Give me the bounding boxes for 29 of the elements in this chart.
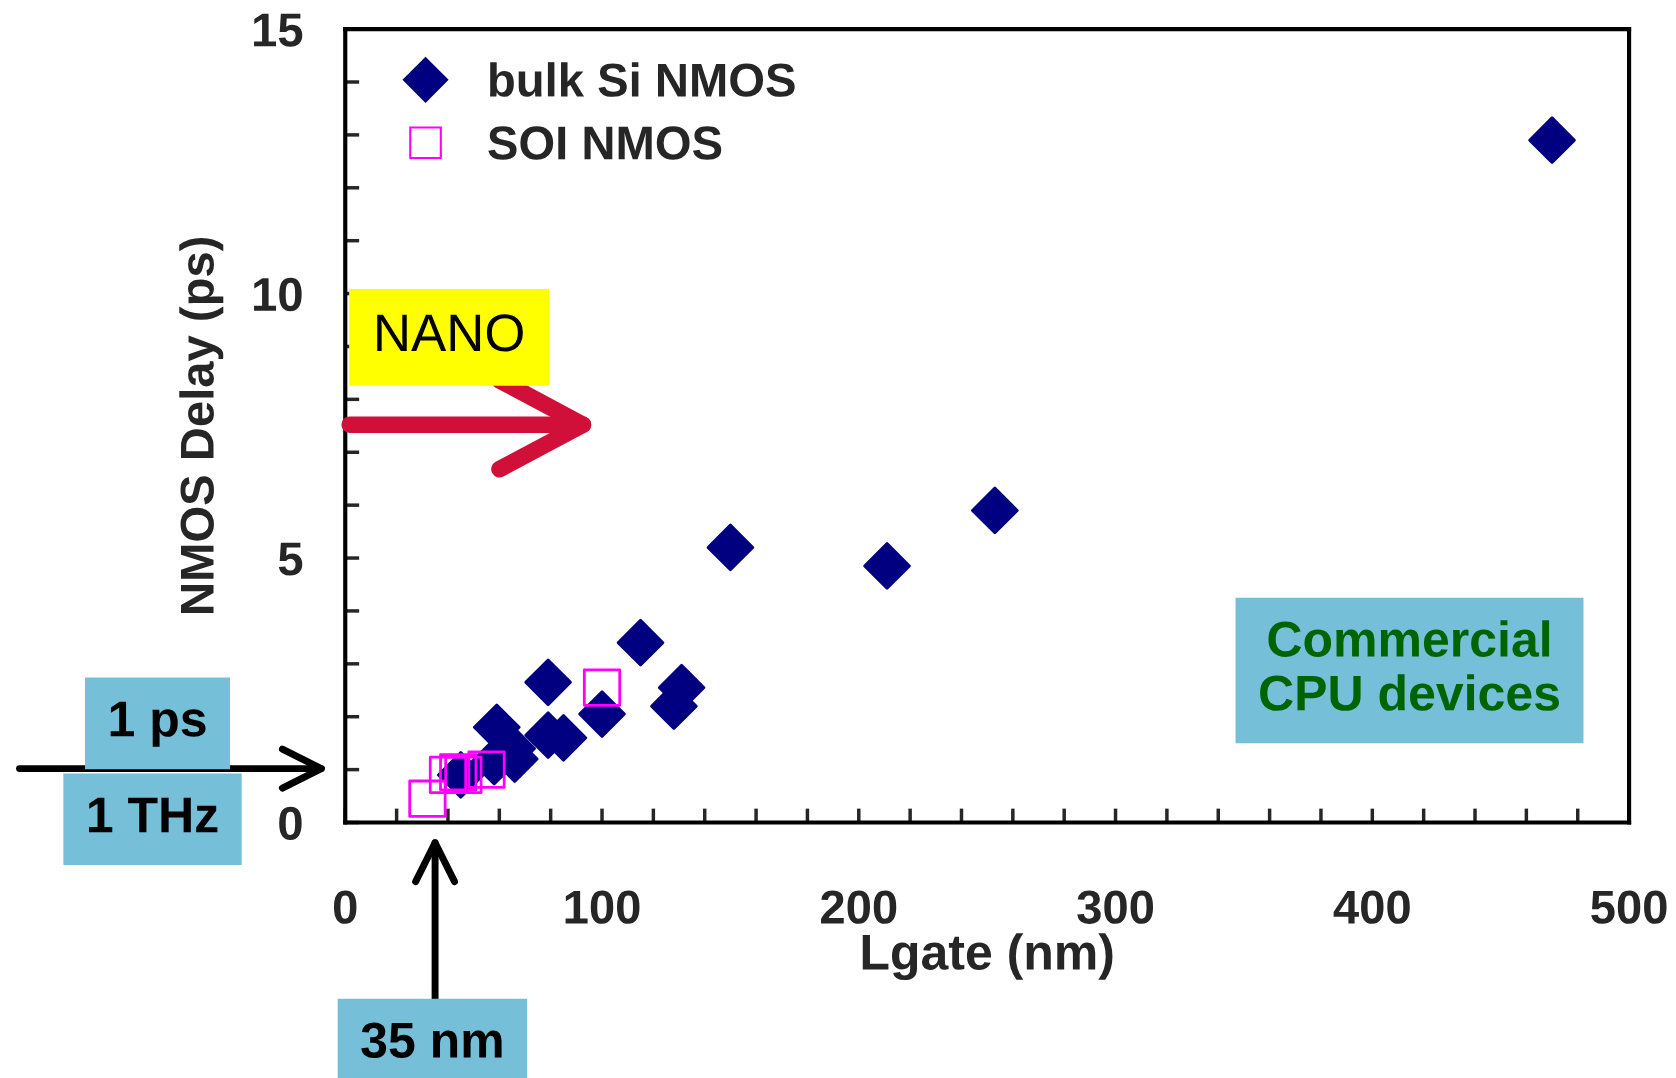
point [524, 658, 572, 707]
x-tick-label: 500 [1591, 890, 1667, 924]
point [582, 668, 622, 707]
point [467, 750, 506, 789]
legend-label: bulk Si NMOS [490, 62, 795, 97]
text: 1 THz [88, 797, 218, 833]
annotation: Commercial CPU devices [1260, 620, 1559, 711]
y-tick-label: 5 [278, 542, 303, 576]
y-tick-label: 10 [254, 277, 302, 312]
annotation: NANO [377, 314, 523, 352]
point [863, 542, 911, 590]
point [616, 618, 665, 667]
point [578, 690, 626, 738]
point [408, 779, 447, 818]
x-tick-label: 100 [565, 890, 640, 924]
y-tick-label: 0 [279, 806, 302, 841]
x-tick-label: 400 [1333, 890, 1410, 924]
x-tick-label: 300 [1077, 890, 1154, 924]
y-axis-title: NMOS Delay (ps) [179, 237, 224, 613]
x-tick-label: 200 [821, 890, 897, 924]
text: 35 nm [361, 1022, 502, 1059]
y-tick-label: 15 [254, 13, 303, 47]
legend-label: SOI NMOS [488, 126, 722, 160]
x-axis-title: Lgate (nm) [862, 933, 1113, 981]
x-tick-label: 0 [333, 890, 357, 924]
text: 1 ps [110, 701, 206, 747]
point [706, 523, 755, 572]
point [971, 486, 1019, 535]
point [1528, 116, 1576, 164]
